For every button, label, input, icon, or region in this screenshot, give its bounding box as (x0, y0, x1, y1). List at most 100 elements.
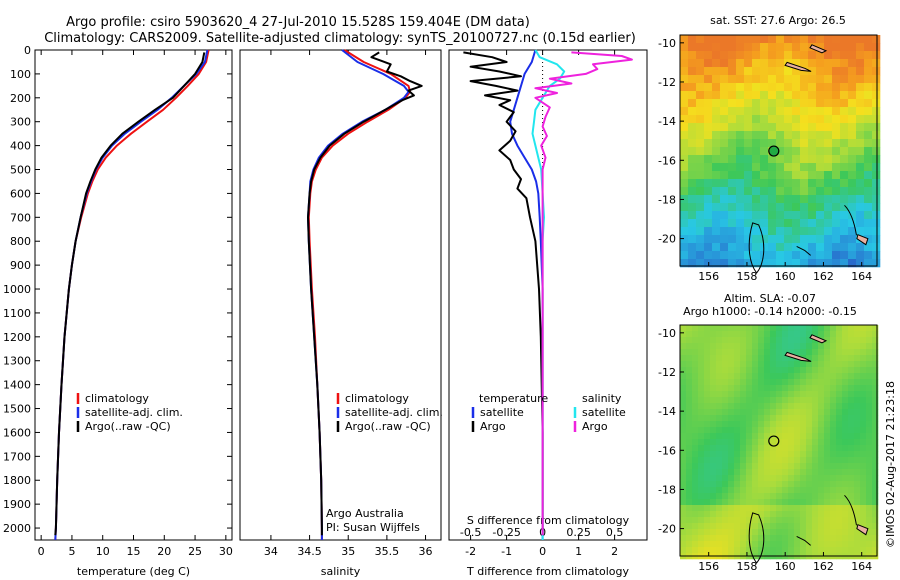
heatmap-cell (832, 83, 841, 92)
heatmap-cell (800, 235, 809, 244)
heatmap-cell (686, 541, 693, 548)
heatmap-cell (864, 43, 873, 52)
heatmap-cell (872, 219, 881, 228)
heatmap-cell (776, 415, 783, 422)
heatmap-cell (836, 427, 843, 434)
heatmap-cell (728, 403, 735, 410)
heatmap-cell (776, 505, 783, 512)
heatmap-cell (758, 355, 765, 362)
heatmap-cell (752, 51, 761, 60)
heatmap-cell (752, 463, 759, 470)
heatmap-cell (688, 131, 697, 140)
heatmap-cell (712, 75, 721, 84)
heatmap-cell (824, 59, 833, 68)
heatmap-cell (704, 547, 711, 554)
heatmap-cell (836, 481, 843, 488)
heatmap-cell (800, 379, 807, 386)
heatmap-cell (776, 547, 783, 554)
heatmap-cell (736, 227, 745, 236)
heatmap-cell (782, 355, 789, 362)
heatmap-cell (752, 523, 759, 530)
heatmap-cell (848, 457, 855, 464)
heatmap-cell (776, 227, 785, 236)
heatmap-cell (768, 163, 777, 172)
heatmap-cell (722, 541, 729, 548)
heatmap-cell (736, 203, 745, 212)
heatmap-cell (686, 367, 693, 374)
heatmap-cell (856, 131, 865, 140)
heatmap-cell (686, 511, 693, 518)
heatmap-cell (680, 535, 687, 542)
heatmap-cell (854, 415, 861, 422)
heatmap-cell (788, 541, 795, 548)
heatmap-cell (800, 243, 809, 252)
heatmap-cell (806, 451, 813, 458)
heatmap-cell (710, 475, 717, 482)
heatmap-cell (710, 547, 717, 554)
heatmap-cell (752, 385, 759, 392)
heatmap-cell (842, 343, 849, 350)
heatmap-cell (832, 163, 841, 172)
heatmap-cell (704, 535, 711, 542)
heatmap-cell (686, 379, 693, 386)
heatmap-cell (792, 227, 801, 236)
heatmap-cell (818, 373, 825, 380)
heatmap-cell (800, 529, 807, 536)
heatmap-cell (752, 481, 759, 488)
heatmap-cell (698, 445, 705, 452)
heatmap-cell (734, 439, 741, 446)
heatmap-cell (792, 187, 801, 196)
heatmap-cell (836, 535, 843, 542)
heatmap-cell (770, 409, 777, 416)
heatmap-cell (736, 179, 745, 188)
heatmap-cell (704, 187, 713, 196)
heatmap-cell (736, 251, 745, 260)
heatmap-cell (800, 147, 809, 156)
heatmap-cell (848, 391, 855, 398)
heatmap-cell (698, 505, 705, 512)
heatmap-cell (866, 493, 873, 500)
heatmap-cell (752, 457, 759, 464)
heatmap-cell (710, 445, 717, 452)
heatmap-cell (782, 493, 789, 500)
heatmap-cell (800, 343, 807, 350)
heatmap-cell (728, 529, 735, 536)
heatmap-cell (686, 547, 693, 554)
heatmap-cell (794, 541, 801, 548)
heatmap-cell (728, 409, 735, 416)
heatmap-cell (704, 457, 711, 464)
heatmap-cell (752, 155, 761, 164)
heatmap-cell (704, 163, 713, 172)
heatmap-cell (824, 451, 831, 458)
heatmap-cell (734, 433, 741, 440)
x-tick-label: 5 (68, 545, 75, 558)
heatmap-cell (698, 391, 705, 398)
heatmap-cell (872, 331, 879, 338)
heatmap-cell (704, 361, 711, 368)
heatmap-cell (686, 337, 693, 344)
heatmap-cell (776, 433, 783, 440)
heatmap-cell (744, 155, 753, 164)
heatmap-cell (752, 529, 759, 536)
heatmap-cell (720, 219, 729, 228)
heatmap-cell (770, 529, 777, 536)
heatmap-cell (818, 331, 825, 338)
heatmap-cell (746, 379, 753, 386)
heatmap-cell (866, 343, 873, 350)
heatmap-cell (758, 325, 765, 332)
heatmap-cell (716, 349, 723, 356)
heatmap-cell (830, 373, 837, 380)
heatmap-cell (736, 43, 745, 52)
heatmap-cell (816, 155, 825, 164)
heatmap-cell (788, 421, 795, 428)
heatmap-cell (752, 343, 759, 350)
heatmap-cell (680, 75, 689, 84)
heatmap-cell (840, 107, 849, 116)
heatmap-cell (692, 445, 699, 452)
map-frame (679, 34, 878, 267)
heatmap-cell (854, 535, 861, 542)
heatmap-cell (776, 457, 783, 464)
heatmap-cell (824, 403, 831, 410)
heatmap-cell (736, 83, 745, 92)
heatmap-cell (758, 361, 765, 368)
